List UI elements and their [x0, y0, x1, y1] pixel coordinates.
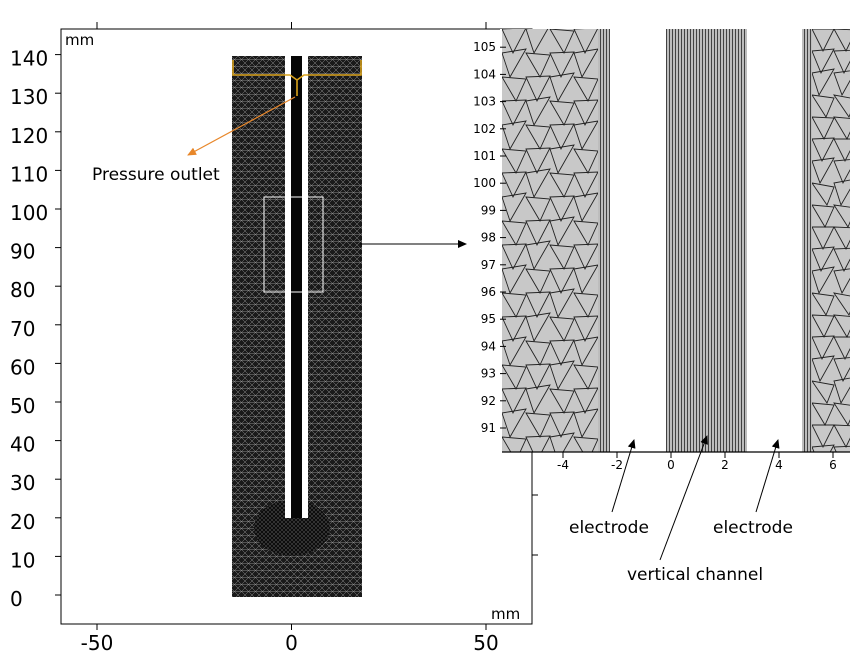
zoom-y-tick-label: 98 — [481, 231, 496, 245]
left-domain-mesh — [502, 29, 610, 452]
main-y-tick-label: 60 — [10, 355, 35, 379]
vertical-channel-label: vertical channel — [627, 565, 763, 585]
electrode-left-label: electrode — [569, 518, 649, 538]
zoom-x-tick-label: 4 — [775, 458, 783, 472]
main-y-tick-label: 10 — [10, 548, 35, 572]
main-unit-bottom: mm — [491, 605, 520, 623]
electrode-right-label: electrode — [713, 518, 793, 538]
left-triangular-mesh — [502, 29, 599, 452]
zoom-y-tick-label: 93 — [481, 367, 496, 381]
channel-arrow — [659, 435, 708, 561]
main-unit-top: mm — [65, 31, 94, 49]
zoom-x-tick-label: 2 — [721, 458, 729, 472]
zoom-y-tick-label: 97 — [481, 258, 496, 272]
main-y-tick-label: 80 — [10, 278, 35, 302]
main-y-tick-label: 90 — [10, 240, 35, 264]
mesh-geometry — [232, 56, 362, 597]
main-y-tick-label: 100 — [10, 201, 48, 225]
zoom-y-tick-label: 94 — [481, 339, 496, 353]
zoom-y-tick-label: 104 — [473, 67, 496, 81]
electrode-right-arrow — [755, 439, 780, 513]
right-triangular-mesh — [811, 29, 850, 452]
outlet-boundary — [232, 60, 362, 96]
zoom-x-tick-label: -2 — [611, 458, 623, 472]
main-y-tick-label: 70 — [10, 317, 35, 341]
main-plot: 0 10 20 30 40 50 60 70 80 90 100 110 120 130 140 -50 0 5… — [10, 22, 538, 655]
zoom-y-tick-label: 102 — [473, 122, 496, 136]
electrode-right-slot — [302, 56, 308, 518]
main-y-tick-label: 110 — [10, 162, 48, 186]
zoom-x-axis: -4 -2 0 2 4 6 — [557, 452, 837, 472]
zoom-box — [263, 196, 324, 293]
main-y-axis: 0 10 20 30 40 50 60 70 80 90 100 110 120 130 140 — [10, 47, 61, 611]
outlet-arrow — [187, 96, 296, 156]
pressure-outlet-label: Pressure outlet — [92, 165, 220, 185]
main-x-axis: -50 0 50 — [81, 22, 538, 655]
zoom-x-tick-label: -4 — [557, 458, 569, 472]
main-x-tick-label: -50 — [81, 631, 114, 655]
zoom-y-tick-label: 101 — [473, 149, 496, 163]
zoom-y-tick-label: 103 — [473, 95, 496, 109]
main-y-tick-label: 120 — [10, 124, 48, 148]
zoom-x-tick-label: 0 — [667, 458, 675, 472]
main-x-tick-label: 0 — [285, 631, 298, 655]
electrode-left-arrow — [611, 439, 636, 513]
zoom-y-tick-label: 100 — [473, 176, 496, 190]
zoom-y-tick-label: 95 — [481, 312, 496, 326]
zoom-y-tick-label: 92 — [481, 394, 496, 408]
main-x-tick-label: 50 — [473, 631, 498, 655]
main-y-tick-label: 50 — [10, 394, 35, 418]
right-boundary-layer — [802, 29, 812, 452]
zoom-y-tick-label: 96 — [481, 285, 496, 299]
electrode-left-slot — [285, 56, 291, 518]
main-y-tick-label: 0 — [10, 587, 23, 611]
zoom-y-tick-label: 105 — [473, 40, 496, 54]
zoom-y-axis: 91 92 93 94 95 96 97 98 99 100 101 102 103 104 105 — [473, 40, 506, 435]
vertical-channel-mesh — [666, 29, 747, 452]
zoom-y-tick-label: 91 — [481, 421, 496, 435]
zoom-x-tick-label: 6 — [829, 458, 837, 472]
main-y-tick-label: 130 — [10, 85, 48, 109]
channel-mesh — [291, 56, 302, 518]
left-boundary-layer — [598, 29, 610, 452]
main-y-tick-label: 30 — [10, 471, 35, 495]
main-y-tick-label: 40 — [10, 433, 35, 457]
main-y-tick-label: 140 — [10, 47, 48, 71]
zoom-y-tick-label: 99 — [481, 203, 496, 217]
main-y-tick-label: 20 — [10, 510, 35, 534]
mesh-dense-region — [254, 500, 330, 556]
